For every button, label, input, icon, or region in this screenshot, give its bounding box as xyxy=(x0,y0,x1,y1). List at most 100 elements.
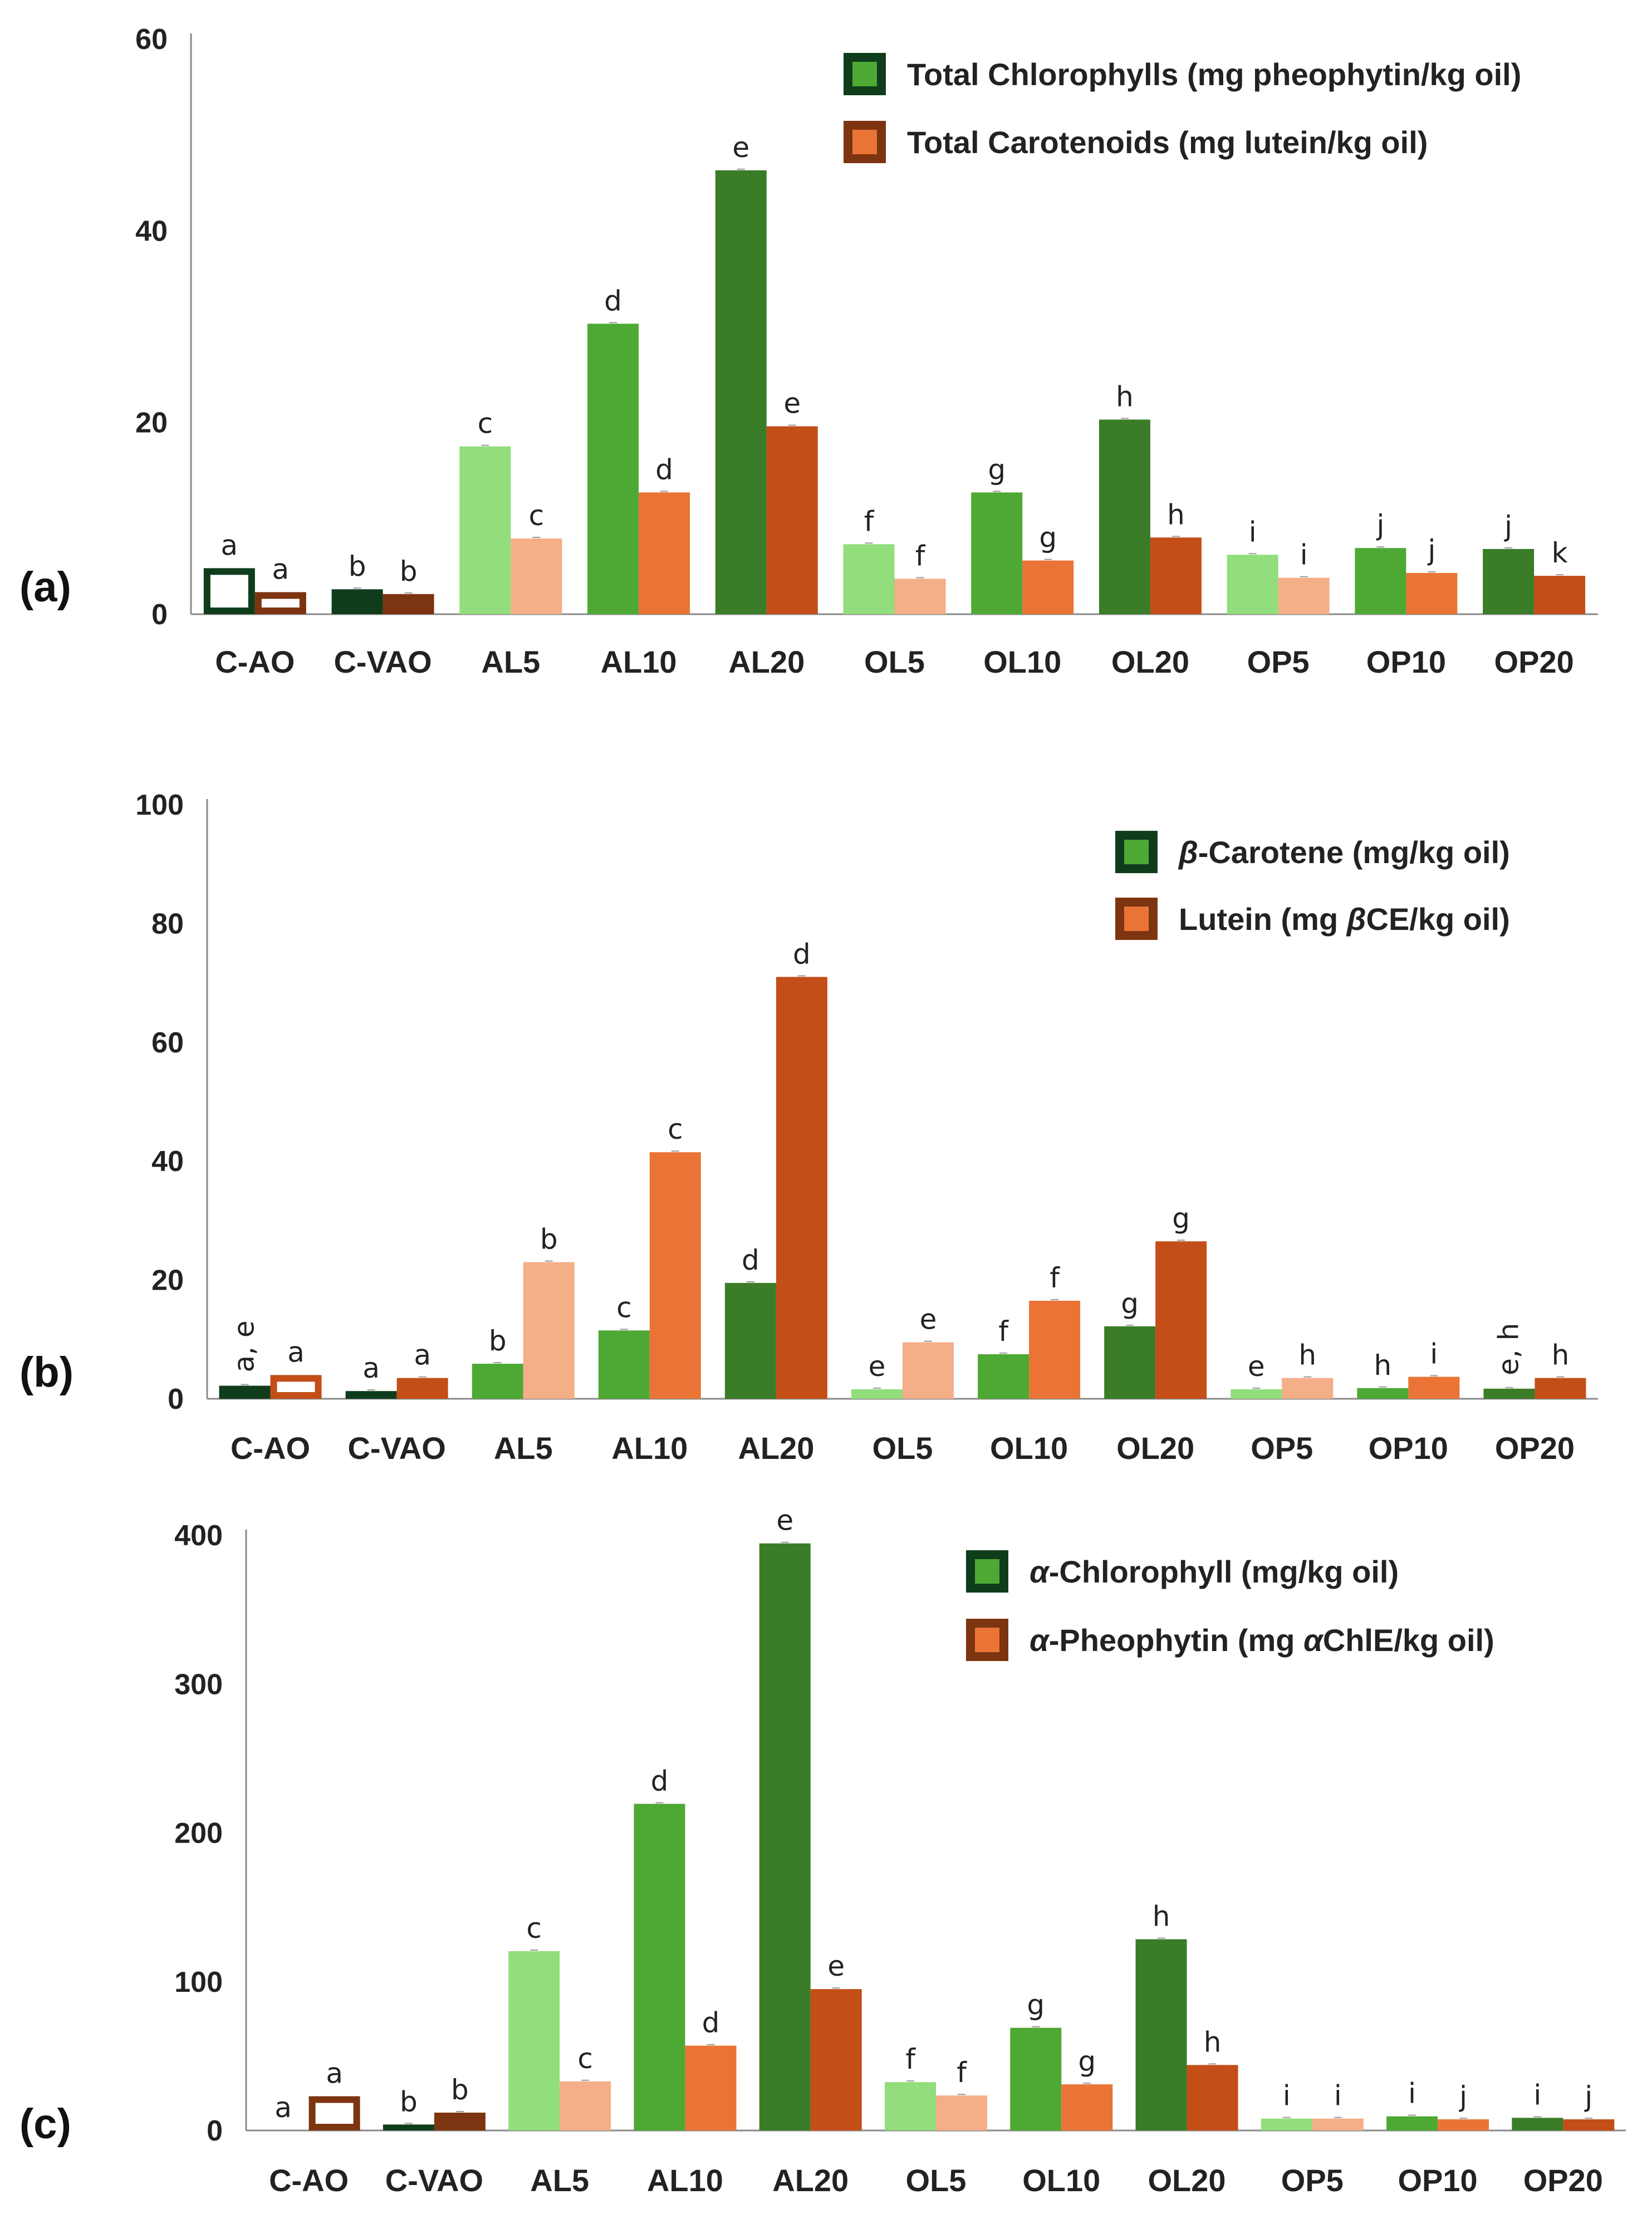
legend-label: Lutein (mg βCE/kg oil) xyxy=(1179,902,1510,937)
bar-0-C-VAO xyxy=(345,1391,397,1399)
y-tick-label: 300 xyxy=(174,1668,223,1701)
bar-0-OL10 xyxy=(971,492,1023,614)
bar-1-AL10 xyxy=(639,492,690,614)
significance-label: a xyxy=(362,1352,380,1384)
legend-label: Total Carotenoids (mg lutein/kg oil) xyxy=(907,125,1428,160)
significance-label: b xyxy=(540,1223,558,1256)
bar-1-AL20 xyxy=(766,426,818,614)
x-category-label: OL10 xyxy=(990,1431,1068,1466)
bar-1-C-VAO xyxy=(396,1378,448,1399)
bar-0-AL10 xyxy=(587,324,639,614)
legend-swatch xyxy=(975,1559,999,1584)
significance-label: f xyxy=(998,1315,1009,1348)
bar-1-OL20 xyxy=(1155,1241,1207,1399)
x-category-label: C-VAO xyxy=(385,2163,483,2198)
bar-1-C-AO xyxy=(254,592,306,614)
bar-0-OL5 xyxy=(851,1389,903,1399)
significance-label: a xyxy=(287,1336,305,1368)
significance-label: d xyxy=(655,453,673,486)
significance-label: c xyxy=(668,1113,683,1145)
significance-label: k xyxy=(1552,537,1568,569)
significance-label: f xyxy=(1050,1262,1060,1294)
x-category-label: AL10 xyxy=(601,644,677,679)
panel-label: (c) xyxy=(19,2100,71,2148)
significance-label: f xyxy=(957,2056,967,2089)
significance-label: h xyxy=(1153,1900,1170,1933)
bar-1-OP5 xyxy=(1282,1378,1334,1399)
legend-swatch xyxy=(1124,907,1149,931)
y-tick-label: 400 xyxy=(174,1520,223,1552)
bar-1-AL5 xyxy=(523,1262,575,1399)
significance-label: i xyxy=(1533,2079,1541,2111)
bar-0-C-AO xyxy=(203,568,255,614)
y-tick-label: 60 xyxy=(151,1027,184,1059)
significance-label: e xyxy=(827,1950,845,1982)
bar-0-C-VAO xyxy=(331,589,383,614)
significance-label: c xyxy=(616,1291,632,1324)
bar-0-OL10 xyxy=(1010,2027,1062,2130)
bar-0-AL20 xyxy=(715,170,767,614)
bar-0-AL5 xyxy=(472,1364,523,1399)
x-category-label: C-VAO xyxy=(334,644,432,679)
bar-1-OP5 xyxy=(1312,2118,1364,2130)
panel-label: (a) xyxy=(19,564,71,611)
bar-0-AL10 xyxy=(634,1804,685,2130)
legend-label: β-Carotene (mg/kg oil) xyxy=(1178,835,1510,870)
bar-1-OP5 xyxy=(1278,577,1330,614)
bar-0-OL20 xyxy=(1104,1326,1156,1399)
significance-label: c xyxy=(478,408,493,440)
y-tick-label: 0 xyxy=(207,2115,223,2147)
bar-1-AL5 xyxy=(511,538,562,614)
x-category-label: AL5 xyxy=(481,644,540,679)
bar-0-C-VAO xyxy=(383,2124,434,2130)
significance-label: f xyxy=(915,540,926,572)
x-category-label: OL5 xyxy=(864,644,925,679)
significance-label: i xyxy=(1334,2080,1342,2112)
bar-0-OP10 xyxy=(1355,548,1406,614)
significance-label: h xyxy=(1167,498,1185,531)
bar-1-OP20 xyxy=(1535,1378,1586,1399)
significance-label: i xyxy=(1283,2080,1291,2112)
bar-1-AL10 xyxy=(685,2045,737,2130)
bar-0-OP5 xyxy=(1227,555,1278,614)
legend-swatch xyxy=(1124,840,1149,864)
significance-label: g xyxy=(1121,1287,1139,1320)
bar-0-AL20 xyxy=(724,1282,776,1399)
significance-label: a xyxy=(326,2058,343,2090)
significance-label: d xyxy=(793,938,811,970)
bar-1-C-AO xyxy=(270,1375,322,1399)
significance-label: d xyxy=(604,285,622,317)
y-tick-label: 0 xyxy=(168,1383,184,1415)
significance-label: e xyxy=(1248,1350,1265,1383)
x-category-label: C-AO xyxy=(269,2163,349,2198)
significance-label: i xyxy=(1249,516,1257,548)
significance-label: e, h xyxy=(1492,1323,1524,1375)
significance-label: h xyxy=(1204,2026,1222,2058)
x-category-label: C-VAO xyxy=(347,1431,445,1466)
significance-label: a xyxy=(272,553,290,585)
x-category-label: AL20 xyxy=(772,2163,849,2198)
chart-panel-2: 0 100 200 300 400 (c) C-AO a a C-VAO b b AL5 c c AL10 d d… xyxy=(19,1505,1626,2198)
significance-label: b xyxy=(349,550,366,582)
significance-label: e xyxy=(783,388,801,420)
significance-label: h xyxy=(1116,381,1134,413)
x-category-label: OL5 xyxy=(872,1431,933,1466)
significance-label: d xyxy=(742,1244,759,1276)
significance-label: j xyxy=(1427,534,1435,566)
x-category-label: AL10 xyxy=(611,1431,688,1466)
significance-label: g xyxy=(1078,2045,1096,2078)
x-category-label: OL20 xyxy=(1148,2163,1226,2198)
x-category-label: OP20 xyxy=(1495,1431,1575,1466)
chart-panel-1: 0 20 40 60 80 100 (b) C-AO a, e a C-VAO a a AL5 b b AL10… xyxy=(19,789,1598,1466)
y-tick-label: 0 xyxy=(151,599,168,631)
x-category-label: OL5 xyxy=(906,2163,967,2198)
y-tick-label: 40 xyxy=(135,215,168,247)
significance-label: h xyxy=(1552,1339,1570,1371)
significance-label: d xyxy=(702,2007,720,2039)
y-tick-label: 200 xyxy=(174,1818,223,1850)
bar-1-OL20 xyxy=(1187,2065,1238,2130)
bar-1-OL5 xyxy=(936,2095,987,2130)
significance-label: a xyxy=(414,1339,431,1371)
significance-label: j xyxy=(1504,510,1512,542)
